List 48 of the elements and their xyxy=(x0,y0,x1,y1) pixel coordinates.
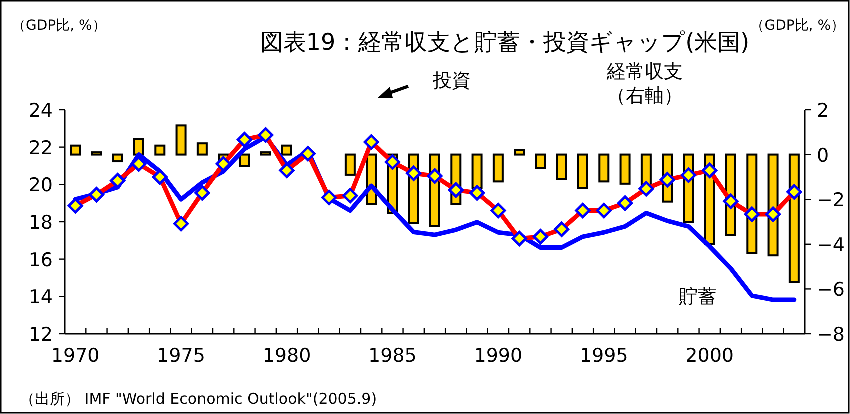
x-tick-label: 1975 xyxy=(157,345,206,367)
y-tick-label: 22 xyxy=(28,137,53,160)
point xyxy=(322,190,338,206)
y-tick-label: 16 xyxy=(28,249,53,272)
bar xyxy=(556,154,568,180)
bar xyxy=(492,154,504,183)
x-tick-label: 1980 xyxy=(262,345,312,367)
y2-axis-title: （GDP比, %） xyxy=(750,18,845,34)
y-tick-label: 18 xyxy=(28,212,53,234)
bar xyxy=(239,154,250,167)
x-tick-label: 1985 xyxy=(368,345,417,367)
point xyxy=(88,187,104,203)
bar xyxy=(620,154,631,185)
bar xyxy=(176,124,187,156)
bar xyxy=(154,144,166,156)
x-tick-label: 2000 xyxy=(686,345,734,367)
bar xyxy=(282,144,292,156)
y2-tick-label: −2 xyxy=(817,190,846,212)
bar xyxy=(91,152,102,156)
text: 経常収支（右軸） xyxy=(606,61,683,107)
bar xyxy=(70,144,82,156)
y2-tick-label: 2 xyxy=(817,100,830,122)
y-tick-label: 12 xyxy=(28,324,53,346)
series-label: 貯蓄 xyxy=(679,286,717,308)
bar xyxy=(344,154,356,176)
y-axis-title: （GDP比, %） xyxy=(12,18,106,34)
bar xyxy=(514,149,526,156)
bar xyxy=(134,138,144,156)
bar xyxy=(112,154,124,163)
x-tick-label: 1970 xyxy=(51,345,100,367)
chart-title: 図表19：経常収支と貯蓄・投資ギャップ(米国) xyxy=(260,30,750,56)
y-tick-label: 14 xyxy=(28,286,53,309)
text: 投資 xyxy=(432,70,471,92)
y-tick-label: 20 xyxy=(28,174,53,197)
bar xyxy=(472,154,483,190)
x-tick-label: 1995 xyxy=(580,345,628,367)
y2-tick-label: −4 xyxy=(817,234,846,256)
y2-tick-label: −6 xyxy=(817,279,846,302)
bar xyxy=(260,152,272,156)
bar xyxy=(535,154,546,170)
bar xyxy=(578,154,588,190)
bar xyxy=(196,142,208,156)
bar xyxy=(598,154,610,183)
y2-tick-label: 0 xyxy=(817,144,830,167)
x-tick-label: 1990 xyxy=(474,345,523,367)
y2-tick-label: −8 xyxy=(817,324,846,346)
y-tick-label: 24 xyxy=(28,100,53,122)
text: （出所） IMF "World Economic Outlook"(2005.9) xyxy=(20,390,378,408)
